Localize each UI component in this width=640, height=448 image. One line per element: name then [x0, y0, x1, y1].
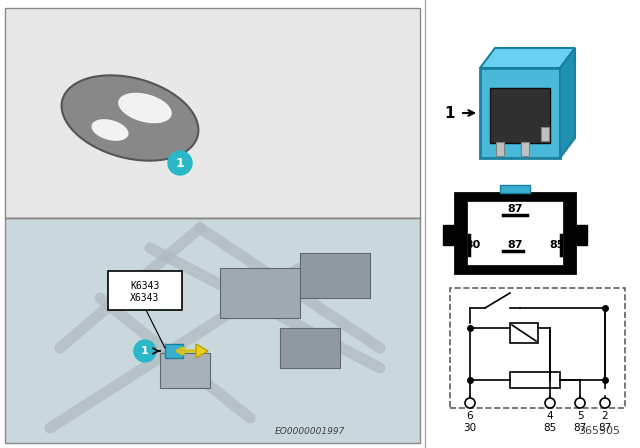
Bar [220, 268, 300, 318]
Circle shape [168, 151, 192, 175]
Ellipse shape [61, 75, 198, 161]
Text: 87: 87 [508, 240, 523, 250]
Bar [165, 344, 183, 358]
Circle shape [134, 340, 156, 362]
Text: 1: 1 [175, 156, 184, 169]
Ellipse shape [118, 93, 172, 123]
Text: 30: 30 [465, 240, 481, 250]
Bar [496, 142, 504, 156]
Polygon shape [560, 48, 575, 158]
Text: 4: 4 [547, 411, 554, 421]
Bar [443, 225, 457, 245]
Bar [450, 288, 625, 408]
Text: 87: 87 [508, 204, 523, 214]
Text: 87: 87 [598, 423, 612, 433]
Text: 30: 30 [463, 423, 477, 433]
Bar [300, 253, 370, 298]
Bar [573, 225, 587, 245]
Text: 6: 6 [467, 411, 474, 421]
Text: 365505: 365505 [578, 426, 620, 436]
Bar [5, 218, 420, 443]
Text: 2: 2 [602, 411, 608, 421]
Ellipse shape [92, 119, 129, 141]
Text: K6343: K6343 [131, 281, 160, 291]
Bar [541, 127, 549, 141]
Text: 85: 85 [543, 423, 557, 433]
Bar [480, 68, 560, 158]
Text: X6343: X6343 [131, 293, 160, 303]
Bar [455, 193, 575, 273]
Circle shape [545, 398, 555, 408]
Text: 5: 5 [577, 411, 583, 421]
Circle shape [575, 398, 585, 408]
Circle shape [465, 398, 475, 408]
Polygon shape [500, 185, 530, 193]
Polygon shape [480, 48, 575, 68]
Bar [5, 8, 420, 218]
Bar [510, 323, 538, 343]
Text: 1: 1 [141, 346, 149, 356]
Bar [521, 142, 529, 156]
Bar [467, 201, 563, 265]
Text: 87: 87 [573, 423, 587, 433]
Bar [510, 372, 560, 388]
Bar [490, 88, 550, 143]
Text: 1: 1 [445, 105, 455, 121]
Circle shape [600, 398, 610, 408]
Text: EO0000001997: EO0000001997 [275, 427, 345, 436]
FancyBboxPatch shape [108, 271, 182, 310]
Bar [160, 353, 210, 388]
Polygon shape [196, 344, 208, 358]
Text: 85: 85 [549, 240, 564, 250]
Bar [280, 328, 340, 368]
